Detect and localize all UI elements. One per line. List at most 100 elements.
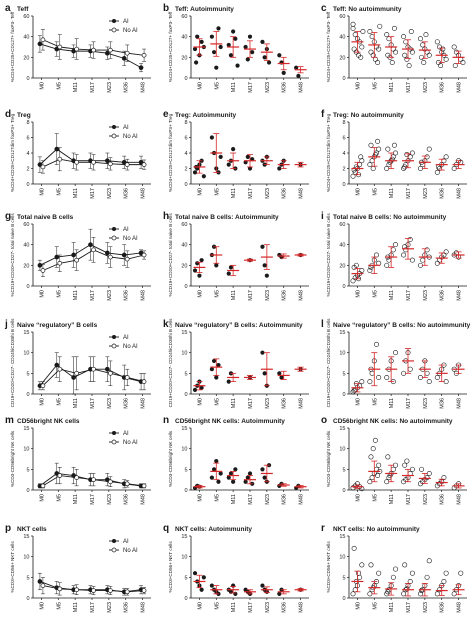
- x-tick-label: M11: [231, 602, 237, 612]
- x-tick-label: M5: [372, 188, 378, 196]
- data-point: [353, 164, 359, 170]
- data-point: [409, 49, 415, 55]
- x-tick-label: M23: [107, 602, 113, 613]
- panel-letter: r: [321, 523, 325, 534]
- x-tick-label: M11: [73, 290, 79, 300]
- data-point: [368, 562, 374, 568]
- panel-letter: m: [5, 415, 14, 426]
- x-tick-label: M0: [197, 398, 203, 406]
- panel-letter: c: [321, 3, 327, 14]
- data-point: [370, 446, 376, 452]
- y-tick-label: 0: [342, 488, 345, 494]
- panel-title: CD56bright NK cells: No autoimmunity: [333, 418, 453, 425]
- data-point: [105, 158, 110, 164]
- y-tick-label: 60: [181, 222, 187, 228]
- data-point: [37, 262, 43, 268]
- x-tick-label: M11: [389, 398, 395, 408]
- data-point: [138, 65, 144, 71]
- panel-l: l Naive “regulatory” B cells: No autoimmu…: [321, 318, 471, 409]
- panel-letter: o: [321, 415, 327, 426]
- data-point: [351, 46, 357, 52]
- legend-marker-ai: [112, 539, 116, 543]
- y-tick-label: 0: [184, 488, 187, 494]
- y-tick-label: 4: [26, 151, 29, 157]
- y-axis-label: %CD19+CD20+CD27- total naive B cells: [10, 213, 15, 297]
- legend-label-no-ai: No AI: [123, 344, 138, 350]
- data-point: [391, 142, 397, 148]
- data-point: [209, 367, 214, 372]
- y-axis-label: %CD4+CD25+CD127+ foxP3- Teff: [10, 11, 15, 82]
- y-tick-label: 0: [26, 596, 29, 602]
- x-tick-label: M36: [124, 398, 130, 409]
- y-tick-label: 8: [342, 120, 345, 126]
- data-point: [211, 50, 217, 55]
- data-point: [197, 273, 202, 278]
- x-tick-label: M0: [39, 398, 45, 406]
- data-point: [192, 387, 198, 392]
- y-tick-label: 20: [23, 263, 29, 269]
- data-point: [402, 164, 408, 170]
- data-point: [214, 263, 219, 268]
- data-point: [359, 562, 365, 568]
- panel-title: Naive “regulatory” B cells: No autoimmun…: [333, 322, 471, 329]
- x-tick-label: M36: [440, 188, 446, 199]
- panel-letter: l: [321, 319, 324, 330]
- y-axis-label: %CD3+CD56+ NKT cells: [168, 541, 173, 593]
- data-point: [452, 63, 458, 69]
- x-tick-label: M36: [282, 602, 288, 613]
- panel-n: n CD56bright NK cells: Autoimmunity 0 5 10 15…: [163, 415, 309, 505]
- x-tick-label: M23: [265, 290, 271, 301]
- x-tick-label: M23: [107, 82, 113, 93]
- x-tick-label: M36: [124, 290, 130, 301]
- panel-r: r NKT cells: No autoimmunity 0 5 10 15 M0 M5 M11…: [321, 523, 467, 613]
- data-point: [358, 154, 364, 160]
- data-point: [384, 262, 390, 268]
- x-tick-label: M0: [39, 188, 45, 196]
- data-point: [384, 32, 390, 38]
- data-point: [434, 39, 440, 45]
- x-tick-label: M23: [423, 290, 429, 301]
- data-point: [370, 165, 376, 171]
- data-point: [451, 591, 457, 597]
- data-point: [194, 60, 199, 65]
- data-point: [40, 583, 46, 588]
- y-tick-label: 15: [339, 330, 345, 336]
- y-tick-label: 0: [184, 596, 187, 602]
- data-point: [108, 161, 113, 167]
- data-point: [390, 466, 396, 472]
- panel-letter: j: [4, 319, 8, 330]
- panel-a: a Teff 0 20 40 60 M0 M5 M11 M17 M23 M36 M48 %CD4+CD25…: [5, 3, 151, 93]
- data-point: [91, 47, 96, 53]
- data-point: [228, 265, 234, 270]
- y-tick-label: 40: [339, 35, 345, 41]
- data-point: [57, 366, 63, 372]
- data-point: [434, 169, 440, 175]
- y-tick-label: 15: [181, 330, 187, 336]
- data-point: [277, 166, 282, 171]
- panel-letter: e: [163, 109, 169, 120]
- panel-e: e Treg: Autoimmunity 0 2 4 6 8 M0 M5 M11 M17 M23 M36…: [163, 109, 309, 199]
- legend-marker-ai: [112, 125, 116, 129]
- x-tick-label: M48: [141, 188, 147, 199]
- legend-marker-ai: [112, 227, 116, 231]
- data-point: [226, 379, 231, 384]
- data-point: [250, 50, 255, 55]
- panel-q: q NKT cells: Autoimmunity 0 5 10 15 M0 M5 M11 M17…: [163, 523, 309, 613]
- x-tick-label: M17: [90, 188, 96, 199]
- y-tick-label: 20: [339, 55, 345, 61]
- legend-marker-ai: [112, 431, 116, 435]
- data-point: [401, 252, 407, 258]
- legend-marker-no-ai: [111, 235, 117, 241]
- x-tick-label: M11: [73, 602, 79, 612]
- data-point: [407, 366, 413, 372]
- x-tick-label: M48: [299, 602, 305, 613]
- y-tick-label: 15: [23, 330, 29, 336]
- panel-d: d Treg 0 2 4 6 8 M0 M5 M11 M17 M23 M36 M48 %CD4+CD25+C…: [5, 109, 151, 199]
- data-point: [37, 579, 43, 584]
- data-point: [108, 588, 113, 593]
- data-point: [201, 174, 206, 179]
- x-tick-label: M11: [231, 188, 237, 198]
- y-tick-label: 0: [184, 182, 187, 188]
- panel-letter: d: [5, 109, 11, 120]
- data-point: [438, 63, 444, 69]
